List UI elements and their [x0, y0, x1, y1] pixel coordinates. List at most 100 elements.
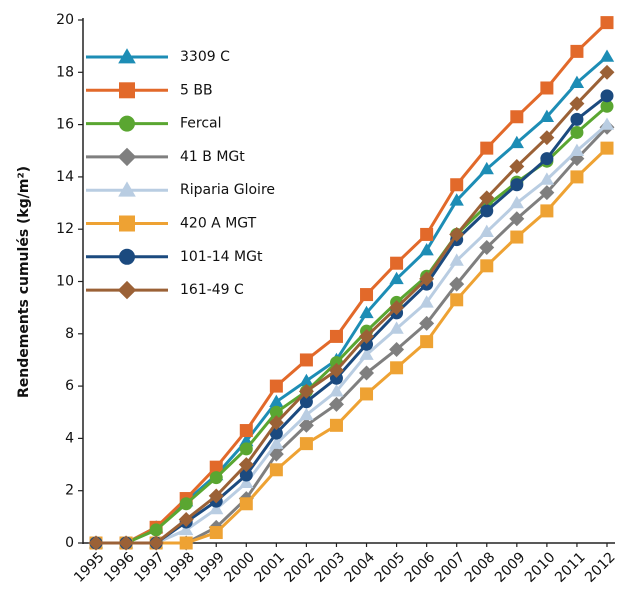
- point: [480, 204, 494, 218]
- point: [509, 211, 525, 227]
- legend-label: 161-49 C: [180, 282, 244, 298]
- point: [359, 328, 375, 344]
- series-line: [96, 55, 608, 545]
- x-tick-label: 1996: [101, 549, 138, 586]
- x-tick-label: 1998: [161, 549, 198, 586]
- point: [328, 396, 344, 412]
- point: [570, 44, 584, 58]
- legend-label: Riparia Gloire: [180, 182, 275, 198]
- point: [479, 224, 494, 238]
- point: [479, 190, 495, 206]
- legend-marker: [119, 115, 135, 132]
- y-tick-label: 18: [56, 64, 74, 80]
- point: [209, 460, 223, 474]
- legend-label: 3309 C: [180, 49, 230, 65]
- point: [510, 178, 524, 192]
- point: [510, 110, 524, 124]
- point: [209, 501, 224, 515]
- legend-marker: [119, 248, 135, 265]
- point: [88, 535, 104, 551]
- point: [118, 535, 134, 551]
- point: [389, 271, 404, 285]
- y-tick-label: 0: [65, 535, 74, 551]
- point: [269, 405, 283, 419]
- point: [419, 315, 435, 331]
- point: [479, 161, 494, 175]
- point: [298, 417, 314, 433]
- point: [390, 361, 404, 375]
- point: [328, 362, 344, 378]
- point: [209, 526, 223, 540]
- x-tick-label: 2009: [492, 549, 529, 586]
- point: [510, 230, 524, 244]
- x-tick-label: 2001: [251, 549, 288, 586]
- point: [329, 418, 343, 432]
- point: [600, 99, 614, 113]
- point: [239, 468, 253, 482]
- point: [239, 497, 253, 511]
- point: [179, 536, 193, 550]
- point: [389, 300, 405, 316]
- x-tick-label: 2000: [221, 549, 258, 586]
- x-tick-label: 2010: [522, 549, 559, 586]
- x-tick-label: 1997: [131, 549, 168, 586]
- point: [268, 446, 284, 462]
- point: [329, 384, 344, 397]
- point: [238, 457, 254, 473]
- point: [569, 143, 585, 156]
- point: [450, 178, 464, 192]
- y-tick-label: 8: [65, 326, 74, 342]
- point: [359, 347, 374, 360]
- y-tick-label: 14: [56, 169, 74, 185]
- legend-marker: [118, 181, 136, 197]
- point: [178, 511, 194, 527]
- point: [570, 125, 584, 139]
- point: [599, 117, 615, 130]
- point: [509, 135, 524, 149]
- point: [539, 109, 555, 122]
- point: [179, 497, 193, 511]
- point: [269, 379, 283, 393]
- x-tick-label: 2005: [372, 549, 409, 586]
- legend-label: 41 B MGt: [180, 149, 245, 165]
- point: [299, 437, 313, 451]
- legend-marker: [117, 147, 137, 167]
- point: [449, 193, 464, 206]
- y-axis-label: Rendements cumulés (kg/m²): [16, 166, 32, 398]
- point: [570, 170, 584, 184]
- y-tick-label: 6: [65, 378, 74, 394]
- point: [599, 64, 615, 80]
- point: [209, 471, 223, 485]
- point: [299, 395, 313, 409]
- point: [239, 442, 253, 456]
- point: [419, 271, 435, 287]
- point: [540, 81, 554, 95]
- legend-marker: [117, 280, 137, 300]
- point: [239, 475, 254, 489]
- legend-marker: [119, 82, 135, 99]
- point: [269, 463, 283, 477]
- legend-label: 101-14 MGt: [180, 249, 263, 265]
- point: [449, 253, 464, 266]
- point: [539, 172, 555, 185]
- point: [389, 321, 404, 334]
- point: [179, 522, 194, 536]
- point: [299, 353, 313, 367]
- point: [539, 185, 555, 201]
- legend-label: Fercal: [180, 116, 222, 132]
- point: [540, 204, 554, 218]
- point: [480, 141, 494, 155]
- point: [600, 16, 614, 30]
- x-tick-label: 2011: [552, 549, 589, 586]
- x-tick-label: 2008: [462, 549, 499, 586]
- point: [509, 158, 525, 174]
- point: [539, 130, 555, 146]
- y-tick-label: 2: [65, 483, 74, 499]
- y-tick-label: 20: [56, 12, 74, 28]
- series-line: [96, 71, 609, 545]
- legend-marker: [119, 215, 135, 232]
- x-tick-label: 2006: [402, 549, 439, 586]
- legend-marker: [118, 48, 136, 64]
- x-tick-label: 2007: [432, 549, 469, 586]
